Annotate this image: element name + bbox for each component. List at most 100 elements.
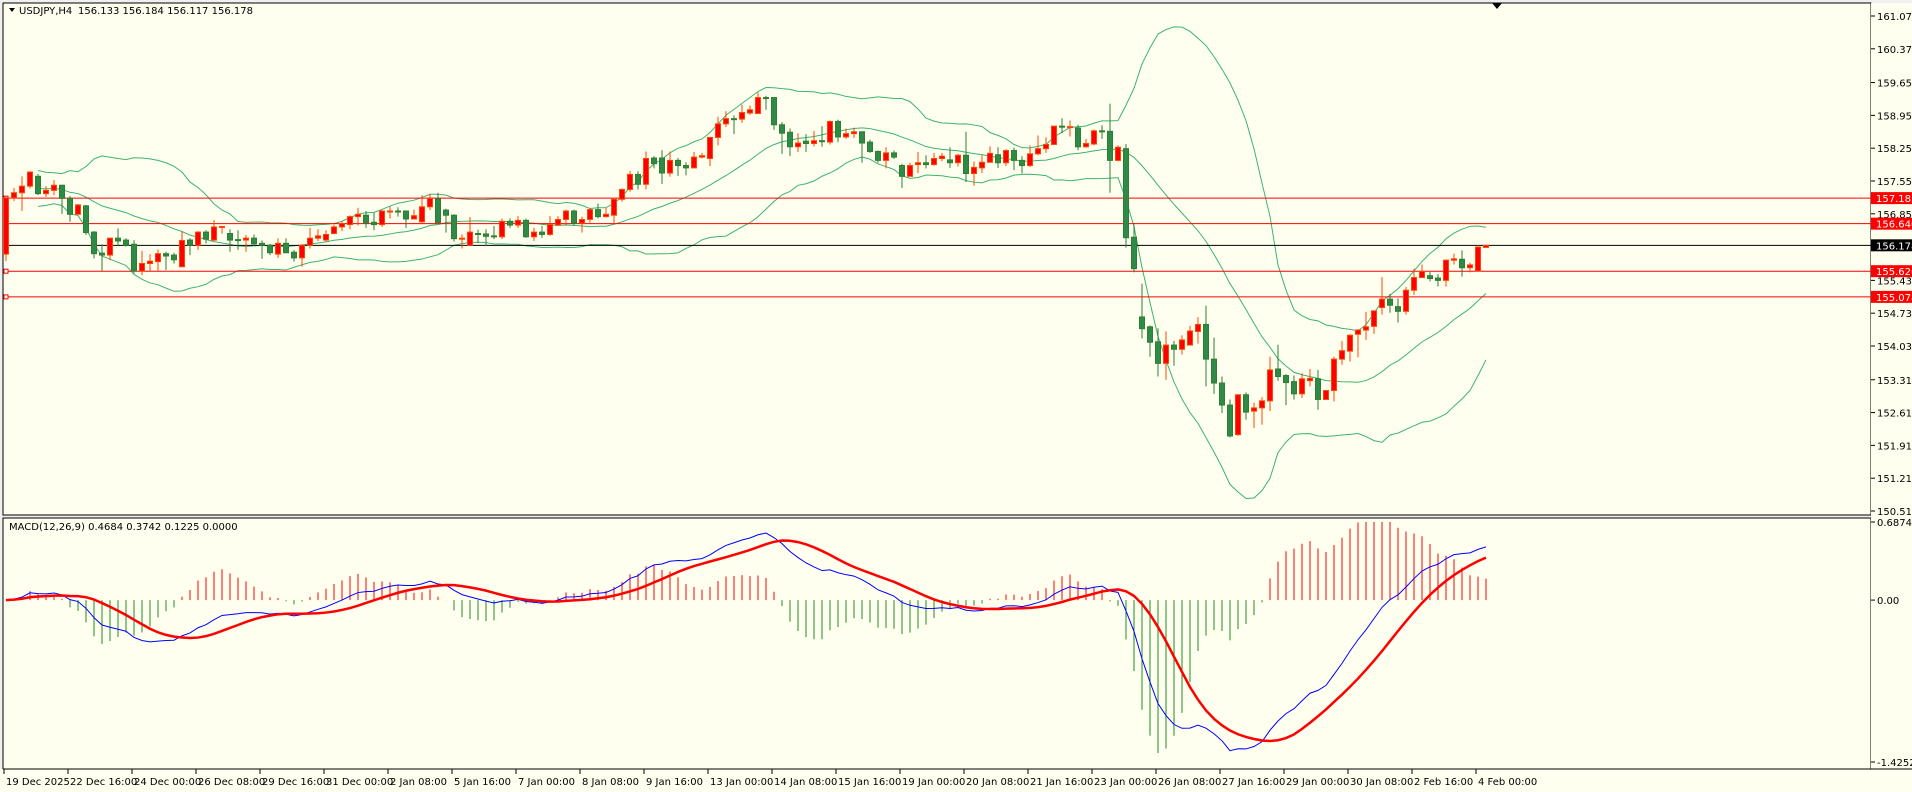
candle [347, 215, 353, 230]
price-axis[interactable] [1871, 3, 1912, 769]
chart-menu-triangle-icon[interactable] [9, 8, 15, 12]
candle [219, 225, 225, 234]
candle [427, 193, 433, 211]
candle [659, 150, 665, 184]
candle-body [547, 224, 553, 235]
candle [11, 188, 17, 202]
candle-body [83, 205, 89, 234]
candle-body [1283, 375, 1289, 384]
candle [387, 206, 393, 219]
candle-body [67, 197, 73, 215]
candle [1099, 125, 1105, 139]
candle [1011, 147, 1017, 171]
candle [627, 171, 633, 192]
candle [1227, 399, 1233, 438]
candle [1003, 149, 1009, 166]
candle-body [299, 244, 305, 259]
candle-body [955, 154, 961, 164]
candle [443, 208, 449, 233]
candle-body [491, 235, 497, 238]
candle-body [643, 158, 649, 185]
candle-body [363, 214, 369, 224]
candle-body [419, 206, 425, 223]
candle-body [99, 252, 105, 256]
candle [971, 161, 977, 186]
candle [1403, 286, 1409, 315]
candle-body [1139, 316, 1145, 330]
candle-body [91, 231, 97, 255]
candle-body [283, 242, 289, 254]
candle-body [115, 237, 121, 242]
candle [451, 214, 457, 242]
bid-price-badge [1871, 239, 1912, 252]
candle-body [931, 158, 937, 166]
candle-body [355, 213, 361, 218]
candle-body [275, 242, 281, 255]
candle [1275, 344, 1281, 381]
candle [507, 218, 513, 228]
candle [35, 173, 41, 196]
price-tick-label: 153.310 [1877, 376, 1912, 387]
candle [795, 133, 801, 152]
candle-body [339, 223, 345, 228]
time-tick-label: 26 Jan 08:00 [1158, 777, 1221, 788]
macd-pane[interactable] [2, 517, 1872, 770]
candle [1259, 397, 1265, 425]
candle-body [27, 171, 33, 187]
candle [515, 216, 521, 228]
ohlc-readout: 156.133 156.184 156.117 156.178 [78, 6, 253, 17]
price-pane[interactable] [2, 2, 1872, 516]
candle [419, 195, 425, 223]
candle-body [923, 162, 929, 166]
candle-body [739, 112, 745, 120]
candle-body [979, 161, 985, 169]
level-anchor-handle[interactable] [3, 268, 9, 274]
price-tick-label: 152.610 [1877, 409, 1912, 420]
candle [195, 231, 201, 250]
candle [331, 224, 337, 235]
candle-body [1195, 323, 1201, 332]
candle [699, 152, 705, 159]
candle [51, 180, 57, 196]
candle-body [627, 173, 633, 190]
candle [283, 238, 289, 254]
candle-body [819, 140, 825, 143]
candle [1043, 137, 1049, 153]
candle [131, 240, 137, 274]
bid-price-label: 156.178 [1876, 241, 1912, 252]
candle-body [1171, 344, 1177, 350]
candle [1483, 244, 1489, 249]
candle-body [427, 197, 433, 208]
candle [355, 207, 361, 226]
candle [803, 134, 809, 152]
candle-body [203, 231, 209, 240]
bollinger-lower [37, 156, 1487, 499]
price-tick-label: 151.910 [1877, 441, 1912, 452]
candle-body [443, 209, 449, 216]
candle [579, 216, 585, 233]
candle [787, 128, 793, 157]
candle [139, 250, 145, 276]
candle [587, 207, 593, 223]
candle-body [315, 235, 321, 239]
candle-body [1187, 330, 1193, 346]
candle-body [1219, 382, 1225, 406]
candle-body [379, 210, 385, 226]
candle-body [651, 157, 657, 165]
candle-body [1227, 404, 1233, 437]
candle [251, 234, 257, 247]
candle [243, 234, 249, 252]
candle [1083, 138, 1089, 148]
level-anchor-handle[interactable] [3, 294, 9, 300]
candle-body [1323, 390, 1329, 400]
candle-body [1131, 236, 1137, 270]
candle-body [291, 251, 297, 259]
horizontal-levels[interactable] [3, 195, 1871, 300]
time-axis[interactable] [0, 769, 1912, 792]
chart-shift-marker-icon[interactable] [1492, 3, 1502, 9]
candle-body [667, 159, 673, 174]
candle [1027, 145, 1033, 167]
candle-body [451, 214, 457, 240]
candle [235, 230, 241, 250]
